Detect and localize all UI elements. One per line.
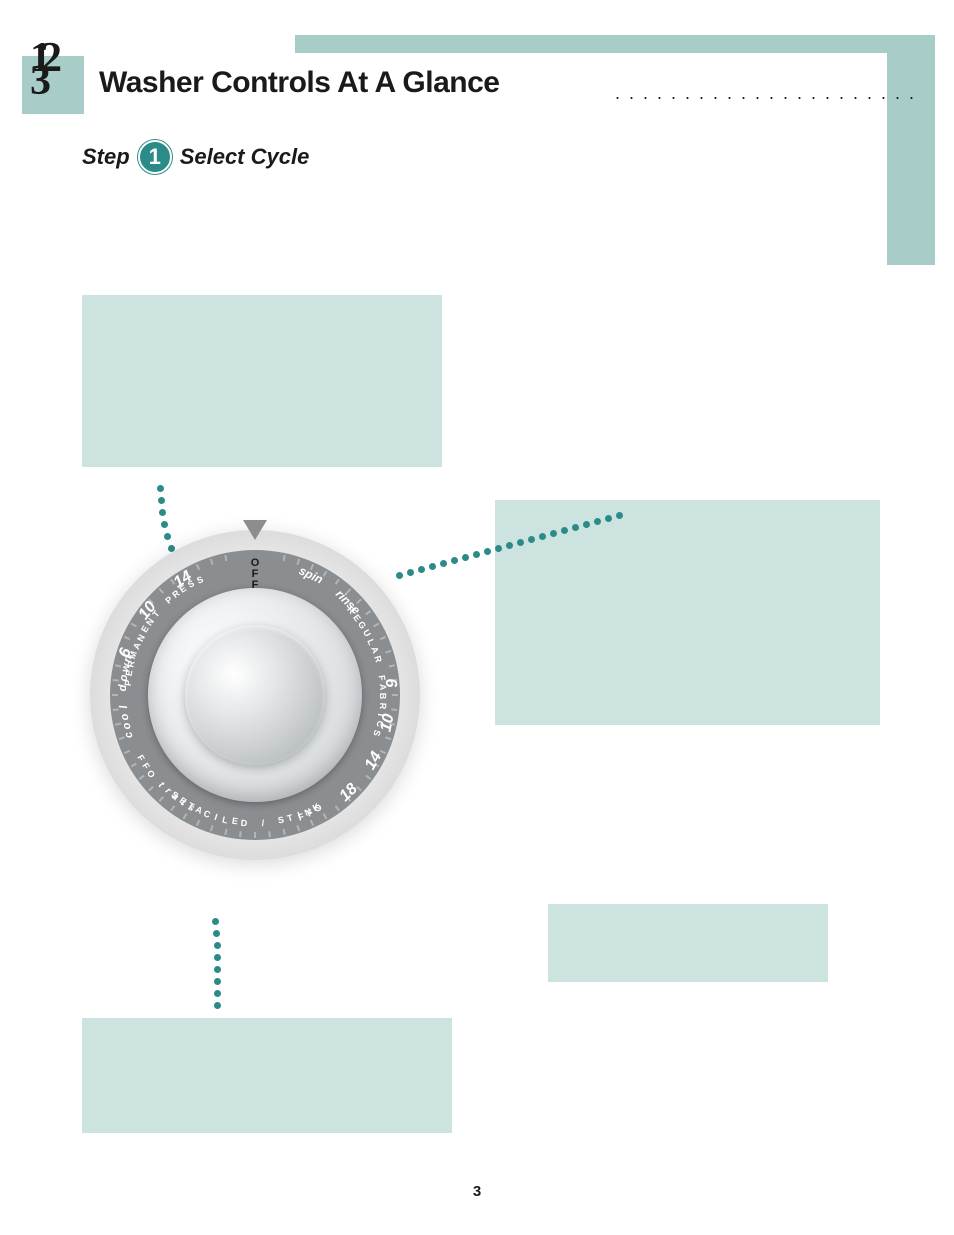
connector-dot [583, 521, 590, 528]
dial-tick [283, 829, 286, 835]
dial-tick [139, 775, 145, 780]
dial-tick [365, 775, 371, 780]
connector-dot [429, 563, 436, 570]
dial-tick [392, 694, 398, 696]
dial-tick [385, 650, 391, 654]
dial-tick [124, 750, 130, 754]
connector-dot [506, 542, 513, 549]
dial-tick [148, 786, 154, 792]
connector-dot [616, 512, 623, 519]
dial-off-top: OFF [251, 558, 260, 591]
connector-dot [157, 485, 164, 492]
dial-number: 10 [377, 713, 398, 734]
dial-tick [112, 694, 118, 696]
cycle-dial[interactable]: OFF spinrinseREGULAR FABRICSOFFKNITS / D… [90, 530, 420, 860]
connector-dot [550, 530, 557, 537]
connector-dot [158, 497, 165, 504]
connector-dot [484, 548, 491, 555]
dial-tick [391, 708, 397, 711]
dial-pointer-icon [243, 520, 267, 540]
dial-label-char: E [231, 816, 239, 827]
connector-dot [161, 521, 168, 528]
dial-tick [131, 763, 137, 768]
dial-tick [210, 825, 214, 831]
connector-dot [214, 978, 221, 985]
connector-dot [594, 518, 601, 525]
connector-dot [159, 509, 166, 516]
dial-tick [239, 831, 242, 837]
dial-tick [323, 813, 328, 819]
connector-dot [213, 930, 220, 937]
dial-tick [296, 825, 300, 831]
connector-dot [539, 533, 546, 540]
dial-tick [385, 736, 391, 740]
connector-dot [214, 990, 221, 997]
dial-tick [283, 555, 286, 561]
connector-dot [528, 536, 535, 543]
dial-tick [196, 564, 200, 570]
connector-dot [473, 551, 480, 558]
dial-tick [131, 623, 137, 628]
dial-tick [183, 813, 188, 819]
dial-label-char: o [118, 712, 131, 721]
dial-tick [254, 832, 256, 838]
connector-dot [440, 560, 447, 567]
dial-tick [389, 664, 395, 667]
dial-number: 6 [381, 678, 400, 688]
connector-dot [214, 966, 221, 973]
connector-dot [462, 554, 469, 561]
connector-dot [451, 557, 458, 564]
dial-tick [335, 579, 340, 585]
connector-dot [214, 942, 221, 949]
dial-label-char: R [377, 702, 388, 709]
dial-tick [268, 831, 271, 837]
page-number: 3 [473, 1183, 481, 1200]
dial-label-char: B [378, 693, 388, 700]
dial-tick [159, 588, 165, 594]
dial-tick [373, 623, 379, 628]
connector-dot [572, 524, 579, 531]
dial-label-char: D [240, 817, 247, 828]
dial-tick [310, 820, 314, 826]
dial-tick [124, 636, 130, 640]
dial-knob[interactable] [185, 625, 325, 765]
dial-tick [196, 820, 200, 826]
dial-tick [380, 636, 386, 640]
connector-dot [214, 1002, 221, 1009]
connector-dot [561, 527, 568, 534]
dial-tick [224, 829, 227, 835]
dial-tick [365, 610, 371, 615]
dial-tick [170, 805, 175, 811]
connector-dot [214, 954, 221, 961]
dial-label-char: / [261, 818, 264, 828]
connector-dot [495, 545, 502, 552]
connector-dot [517, 539, 524, 546]
connector-dot [605, 515, 612, 522]
dial-tick [296, 559, 300, 565]
dial-tick [159, 796, 165, 802]
dial-tick [224, 555, 227, 561]
dial-tick [335, 805, 340, 811]
dial-label-char: P [122, 679, 133, 686]
connector-dot [212, 918, 219, 925]
dial-tick [210, 559, 214, 565]
